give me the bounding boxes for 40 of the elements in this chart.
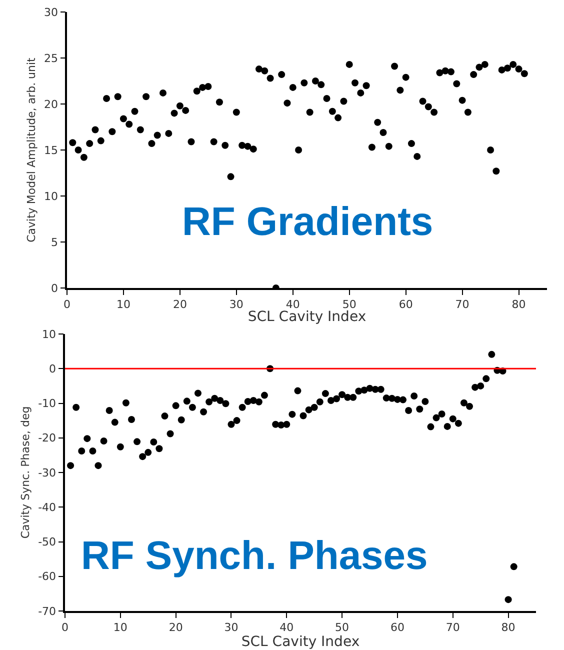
x-tick-label: 70: [446, 620, 460, 634]
x-tick-label: 50: [342, 298, 356, 311]
x-tick-label: 0: [64, 298, 70, 311]
x-tick-label: 40: [286, 298, 300, 311]
y-tick-label: 15: [44, 144, 58, 157]
x-tick-label: 40: [280, 620, 294, 634]
y-tick-label: -50: [38, 536, 56, 549]
y-axis-title: Cavity Sync. Phase, deg: [19, 406, 32, 539]
x-tick-label: 60: [398, 298, 413, 311]
x-tick-label: 30: [229, 298, 244, 311]
x-tick-label: 10: [116, 298, 130, 311]
y-tick-label: 20: [44, 98, 58, 111]
x-tick-label: 10: [113, 620, 128, 634]
y-tick-label: 5: [51, 236, 58, 249]
x-tick-label: 30: [224, 620, 238, 634]
x-axis-title: SCL Cavity Index: [241, 634, 360, 650]
x-tick-label: 80: [501, 620, 516, 634]
y-tick-label: 25: [44, 52, 58, 65]
y-tick-label: 10: [42, 328, 56, 341]
y-tick-label: 30: [44, 6, 58, 19]
annotation: RF Synch. Phases: [81, 534, 428, 578]
annotation: RF Gradients: [182, 200, 434, 244]
x-tick-label: 60: [390, 620, 404, 634]
x-tick-label: 0: [62, 620, 68, 634]
y-tick-label: -40: [38, 500, 56, 514]
x-axis-title: SCL Cavity Index: [248, 309, 366, 325]
y-tick-label: -10: [38, 397, 56, 410]
x-tick-label: 20: [172, 298, 187, 311]
y-tick-label: -20: [38, 432, 56, 445]
y-tick-label: 0: [51, 282, 58, 295]
y-tick-label: -60: [38, 570, 56, 584]
y-tick-label: -30: [38, 466, 56, 480]
y-axis-title: Cavity Model Amplitude, arb. unit: [25, 56, 38, 242]
y-tick-label: 0: [49, 362, 56, 376]
x-tick-label: 50: [335, 620, 350, 634]
y-tick-label: 10: [44, 190, 58, 203]
x-tick-label: 20: [168, 620, 183, 634]
x-tick-label: 80: [512, 298, 526, 311]
y-tick-label: -70: [38, 604, 56, 618]
x-tick-label: 70: [455, 298, 470, 311]
